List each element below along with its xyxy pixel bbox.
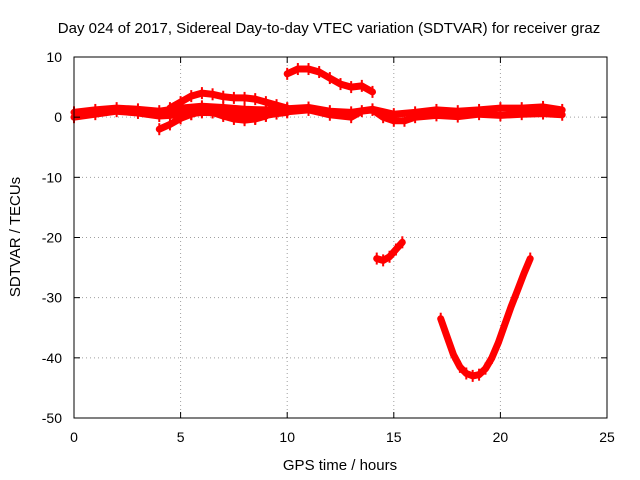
y-tick-label: -10 bbox=[42, 169, 62, 185]
series-band-main-upper bbox=[70, 102, 566, 118]
x-tick-label: 0 bbox=[70, 429, 78, 445]
series-arc-low bbox=[187, 107, 270, 124]
axes bbox=[73, 56, 608, 419]
y-tick-label: 0 bbox=[54, 109, 62, 125]
y-tick-label: -40 bbox=[42, 350, 62, 366]
x-axis-label: GPS time / hours bbox=[283, 457, 397, 474]
y-tick-label: -20 bbox=[42, 230, 62, 246]
series-arc-upper bbox=[166, 89, 291, 112]
y-axis-label: SDTVAR / TECUs bbox=[7, 177, 24, 297]
x-tick-label: 10 bbox=[279, 429, 295, 445]
x-tick-label: 25 bbox=[599, 429, 615, 445]
chart-title: Day 024 of 2017, Sidereal Day-to-day VTE… bbox=[58, 20, 600, 37]
x-tick-label: 20 bbox=[493, 429, 509, 445]
x-tick-label: 15 bbox=[386, 429, 402, 445]
y-tick-label: 10 bbox=[46, 49, 62, 65]
y-tick-label: -30 bbox=[42, 290, 62, 306]
y-tick-label: -50 bbox=[42, 410, 62, 426]
tick-labels: 0 5 10 15 20 25 10 0 -10 -20 -30 -40 -50 bbox=[42, 49, 615, 445]
x-tick-label: 5 bbox=[177, 429, 185, 445]
plot-area bbox=[70, 63, 566, 382]
